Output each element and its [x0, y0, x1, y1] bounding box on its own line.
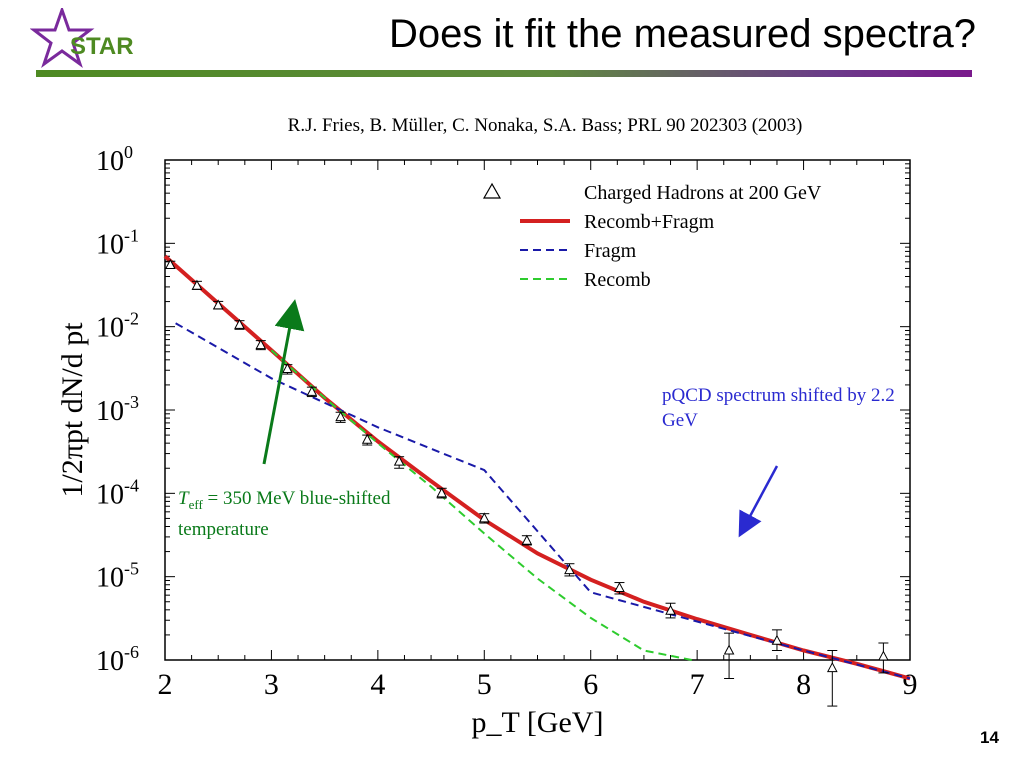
data-point-triangle: [212, 299, 224, 310]
header-divider-bar: [36, 70, 972, 77]
data-point-triangle: [164, 258, 176, 269]
data-point-triangle: [878, 650, 889, 661]
data-point-triangle: [521, 534, 533, 545]
star-logo-icon: STAR: [29, 5, 134, 68]
x-tick-label: 4: [370, 668, 385, 701]
teff-symbol: T: [178, 488, 189, 509]
x-tick-label: 8: [796, 668, 811, 701]
teff-annotation: Teff = 350 MeV blue-shifted temperature: [178, 486, 418, 542]
data-point-triangle: [723, 644, 735, 655]
citation: R.J. Fries, B. Müller, C. Nonaka, S.A. B…: [287, 115, 803, 136]
data-point-triangle: [255, 339, 267, 350]
x-tick-label: 2: [158, 668, 173, 701]
data-point-triangle: [436, 487, 448, 498]
logo-text: STAR: [70, 33, 134, 60]
teff-arrow: [262, 299, 305, 465]
y-tick-label: 10-3: [96, 392, 139, 427]
y-tick-label: 10-4: [96, 475, 139, 510]
data-point-triangle: [826, 662, 838, 673]
curve-recomb: [270, 349, 692, 661]
y-tick-label: 100: [96, 142, 133, 177]
legend-label: Fragm: [584, 240, 637, 262]
data-point-triangle: [393, 455, 405, 466]
data-point-triangle: [361, 433, 373, 444]
x-tick-label: 5: [477, 668, 492, 701]
y-tick-label: 10-2: [96, 309, 139, 344]
teff-subscript: eff: [188, 496, 203, 512]
data-point-triangle: [564, 563, 575, 575]
x-tick-label: 6: [583, 668, 598, 701]
data-point-triangle: [282, 362, 293, 374]
data-point-triangle: [614, 581, 625, 593]
x-tick-label: 3: [264, 668, 279, 701]
data-point-triangle: [191, 279, 203, 290]
page-number: 14: [980, 728, 999, 747]
y-tick-label: 10-6: [96, 642, 139, 677]
y-tick-label: 10-5: [96, 559, 139, 594]
curve-fragm: [175, 322, 911, 680]
data-point-triangle: [306, 385, 318, 396]
data-point-triangle: [335, 411, 346, 422]
teff-text: = 350 MeV blue-shifted temperature: [178, 488, 391, 540]
legend-label: Charged Hadrons at 200 GeV: [584, 182, 822, 204]
legend-label: Recomb+Fragm: [584, 211, 715, 233]
x-axis-label: p_T [GeV]: [472, 706, 604, 739]
data-point-triangle: [234, 318, 245, 329]
pqcd-annotation: pQCD spectrum shifted by 2.2 GeV: [662, 385, 895, 431]
y-axis-label: 1/2πpt dN/d pt: [56, 322, 89, 498]
star-logo: STAR: [29, 5, 150, 68]
x-tick-label: 9: [903, 668, 918, 701]
slide-title: Does it fit the measured spectra?: [389, 12, 976, 56]
curve-recomb-fragm: [163, 254, 911, 681]
y-tick-label: 10-1: [96, 225, 139, 260]
data-point-triangle: [478, 512, 490, 523]
data-point-triangle: [665, 604, 676, 615]
legend-marker-triangle: [482, 182, 502, 199]
x-tick-label: 7: [690, 668, 705, 701]
data-point-triangle: [771, 634, 783, 645]
pqcd-arrow: [738, 465, 779, 538]
legend-label: Recomb: [584, 269, 651, 291]
